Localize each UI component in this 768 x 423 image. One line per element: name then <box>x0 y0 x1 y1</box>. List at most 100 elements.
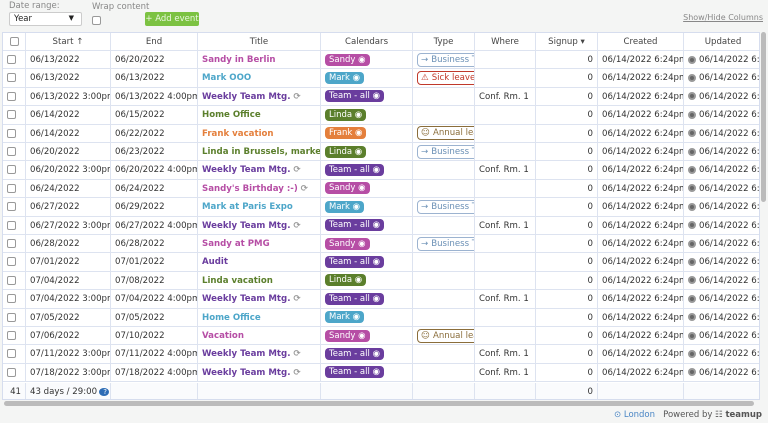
date-range-select[interactable]: Year ▼ <box>9 12 82 26</box>
wrap-content-checkbox[interactable] <box>92 16 101 25</box>
title-cell[interactable]: Mark OOO <box>198 69 321 87</box>
row-select[interactable] <box>3 179 26 198</box>
calendar-badge[interactable]: Linda ◉ <box>325 145 367 158</box>
row-checkbox[interactable] <box>7 91 16 101</box>
row-checkbox[interactable] <box>7 275 16 285</box>
end-cell: 06/29/2022 <box>111 198 198 216</box>
calendar-badge[interactable]: Mark ◉ <box>325 311 365 324</box>
title-cell[interactable]: Weekly Team Mtg. ⟳ <box>198 363 321 382</box>
row-select[interactable] <box>3 124 26 142</box>
column-header-updated[interactable]: Updated <box>684 33 759 50</box>
calendar-badge[interactable]: Team - all ◉ <box>325 90 384 103</box>
row-select[interactable] <box>3 216 26 234</box>
select-all-checkbox[interactable] <box>9 37 19 46</box>
calendar-badge[interactable]: Frank ◉ <box>325 127 367 140</box>
where-value: Conf. Rm. 1 <box>479 367 529 378</box>
row-select[interactable] <box>3 290 26 308</box>
title-cell[interactable]: Home Office <box>198 308 321 326</box>
row-checkbox[interactable] <box>7 55 16 64</box>
row-checkbox[interactable] <box>7 294 16 304</box>
updated-by-icon <box>688 368 696 377</box>
title-cell[interactable]: Sandy in Berlin <box>198 51 321 69</box>
column-header-end[interactable]: End <box>111 33 198 51</box>
row-select[interactable] <box>3 69 26 87</box>
row-checkbox[interactable] <box>7 165 16 175</box>
vertical-scrollbar[interactable] <box>761 32 766 202</box>
signup-count: 0 <box>587 202 593 213</box>
title-cell[interactable]: Sandy's Birthday :-) ⟳ <box>198 179 321 198</box>
calendar-badge[interactable]: Mark ◉ <box>325 200 365 213</box>
calendar-badge[interactable]: Mark ◉ <box>325 71 365 84</box>
row-checkbox[interactable] <box>7 239 16 248</box>
column-header-signup[interactable]: Signup ▾ <box>536 33 598 51</box>
row-select[interactable] <box>3 253 26 271</box>
row-checkbox[interactable] <box>7 73 16 83</box>
row-select[interactable] <box>3 143 26 161</box>
row-checkbox[interactable] <box>7 367 16 377</box>
title-cell[interactable]: Weekly Team Mtg. ⟳ <box>198 161 321 179</box>
title-cell[interactable]: Frank vacation <box>198 124 321 142</box>
row-checkbox[interactable] <box>7 220 16 230</box>
event-title: Sandy at PMG <box>202 239 270 249</box>
row-checkbox[interactable] <box>7 110 16 120</box>
title-cell[interactable]: Weekly Team Mtg. ⟳ <box>198 345 321 363</box>
help-icon[interactable]: ? <box>99 388 110 397</box>
column-header-type[interactable]: Type <box>413 33 475 51</box>
row-select[interactable] <box>3 271 26 290</box>
row-checkbox[interactable] <box>7 128 16 138</box>
horizontal-scrollbar[interactable] <box>4 401 754 406</box>
calendar-badge[interactable]: Team - all ◉ <box>325 347 384 360</box>
column-header-title[interactable]: Title <box>198 33 321 51</box>
row-select[interactable] <box>3 51 26 69</box>
start-date: 06/13/2022 <box>30 55 80 65</box>
title-cell[interactable]: Weekly Team Mtg. ⟳ <box>198 216 321 234</box>
end-date: 07/05/2022 <box>115 312 165 323</box>
timezone-link[interactable]: ⊙ London <box>614 410 656 420</box>
summary-count: 41 <box>10 387 21 398</box>
column-header-select-all[interactable] <box>3 33 26 51</box>
column-header-where[interactable]: Where <box>475 33 536 51</box>
calendar-badge[interactable]: Linda ◉ <box>325 108 367 121</box>
title-cell[interactable]: Home Office <box>198 106 321 124</box>
row-checkbox[interactable] <box>7 147 16 156</box>
add-event-button[interactable]: + Add event <box>145 12 199 26</box>
title-cell[interactable]: Vacation <box>198 327 321 345</box>
calendar-badge[interactable]: Sandy ◉ <box>325 237 370 250</box>
row-checkbox[interactable] <box>7 349 16 359</box>
calendar-badge[interactable]: Team - all ◉ <box>325 366 384 379</box>
row-select[interactable] <box>3 106 26 124</box>
calendar-badge[interactable]: Sandy ◉ <box>325 53 370 66</box>
calendar-badge[interactable]: Team - all ◉ <box>325 292 384 305</box>
row-checkbox[interactable] <box>7 312 16 322</box>
column-header-calendars[interactable]: Calendars <box>321 33 413 51</box>
show-hide-columns-link[interactable]: Show/Hide Columns <box>683 13 763 22</box>
title-cell[interactable]: Sandy at PMG <box>198 235 321 253</box>
where-cell: Conf. Rm. 1 <box>475 345 536 363</box>
row-select[interactable] <box>3 161 26 179</box>
row-select[interactable] <box>3 345 26 363</box>
calendar-badge[interactable]: Sandy ◉ <box>325 329 370 342</box>
row-checkbox[interactable] <box>7 257 16 267</box>
calendar-badge[interactable]: Sandy ◉ <box>325 182 370 195</box>
title-cell[interactable]: Linda in Brussels, marketing pr <box>198 143 321 161</box>
row-checkbox[interactable] <box>7 202 16 212</box>
row-select[interactable] <box>3 308 26 326</box>
row-select[interactable] <box>3 327 26 345</box>
column-header-start[interactable]: Start ↑ <box>26 33 111 51</box>
title-cell[interactable]: Weekly Team Mtg. ⟳ <box>198 290 321 308</box>
row-select[interactable] <box>3 87 26 106</box>
row-select[interactable] <box>3 363 26 382</box>
calendar-badge[interactable]: Team - all ◉ <box>325 219 384 232</box>
title-cell[interactable]: Audit <box>198 253 321 271</box>
row-checkbox[interactable] <box>7 183 16 193</box>
row-checkbox[interactable] <box>7 331 16 340</box>
title-cell[interactable]: Weekly Team Mtg. ⟳ <box>198 87 321 106</box>
title-cell[interactable]: Mark at Paris Expo <box>198 198 321 216</box>
calendar-badge[interactable]: Team - all ◉ <box>325 255 384 268</box>
row-select[interactable] <box>3 235 26 253</box>
calendar-badge[interactable]: Linda ◉ <box>325 274 367 287</box>
calendar-badge[interactable]: Team - all ◉ <box>325 163 384 176</box>
row-select[interactable] <box>3 198 26 216</box>
column-header-created[interactable]: Created <box>598 33 684 51</box>
title-cell[interactable]: Linda vacation <box>198 271 321 290</box>
